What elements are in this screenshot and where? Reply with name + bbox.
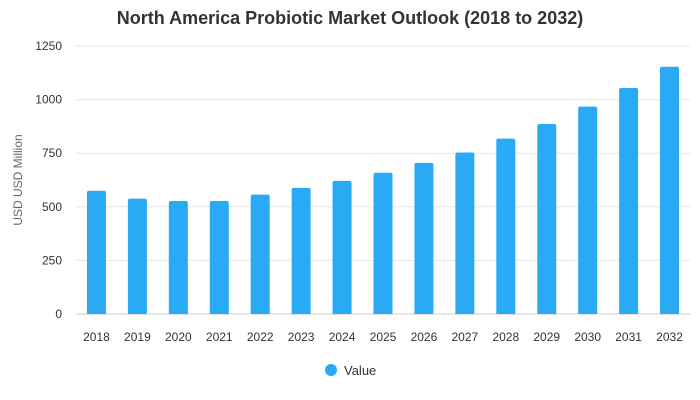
x-tick-label: 2031 [615, 330, 642, 344]
y-tick-label: 250 [42, 253, 62, 267]
legend: Value [325, 363, 376, 378]
y-tick-label: 1000 [35, 93, 62, 107]
bar[interactable] [373, 172, 393, 314]
bar[interactable] [414, 162, 434, 314]
chart-title: North America Probiotic Market Outlook (… [116, 8, 584, 28]
bar[interactable] [660, 66, 680, 314]
x-tick-label: 2032 [656, 330, 683, 344]
legend-label: Value [344, 363, 376, 378]
bar[interactable] [578, 106, 598, 314]
bar[interactable] [496, 138, 516, 314]
y-axis-title: USD USD Million [11, 134, 25, 225]
bar[interactable] [332, 180, 352, 314]
x-tick-label: 2021 [206, 330, 233, 344]
bar[interactable] [168, 201, 188, 314]
bar[interactable] [250, 194, 270, 314]
bar-layer [86, 66, 680, 315]
legend-swatch [325, 364, 337, 376]
x-tick-label: 2020 [165, 330, 192, 344]
x-tick-label: 2018 [83, 330, 110, 344]
x-tick-label: 2022 [247, 330, 274, 344]
y-tick-label: 1250 [35, 39, 62, 53]
x-tick-label: 2029 [533, 330, 560, 344]
bar[interactable] [209, 201, 229, 314]
x-tick-label: 2027 [452, 330, 479, 344]
y-tick-label: 0 [55, 307, 62, 321]
y-tick-label: 750 [42, 146, 62, 160]
x-tick-label: 2028 [492, 330, 519, 344]
x-tick-label: 2024 [329, 330, 356, 344]
x-tick-label: 2030 [574, 330, 601, 344]
bar[interactable] [537, 124, 557, 315]
x-tick-label: 2026 [411, 330, 438, 344]
x-tick-label: 2023 [288, 330, 315, 344]
y-axis-ticks: 0 250 500 750 1000 1250 [35, 39, 62, 321]
x-axis-ticks: 2018 2019 2020 2021 2022 2023 2024 2025 2026 2027… [83, 330, 683, 344]
bar[interactable] [455, 152, 475, 314]
bar[interactable] [291, 187, 311, 314]
bar[interactable] [127, 198, 147, 314]
bar[interactable] [86, 190, 106, 314]
x-tick-label: 2019 [124, 330, 151, 344]
x-tick-label: 2025 [370, 330, 397, 344]
bar[interactable] [619, 88, 639, 314]
y-tick-label: 500 [42, 200, 62, 214]
